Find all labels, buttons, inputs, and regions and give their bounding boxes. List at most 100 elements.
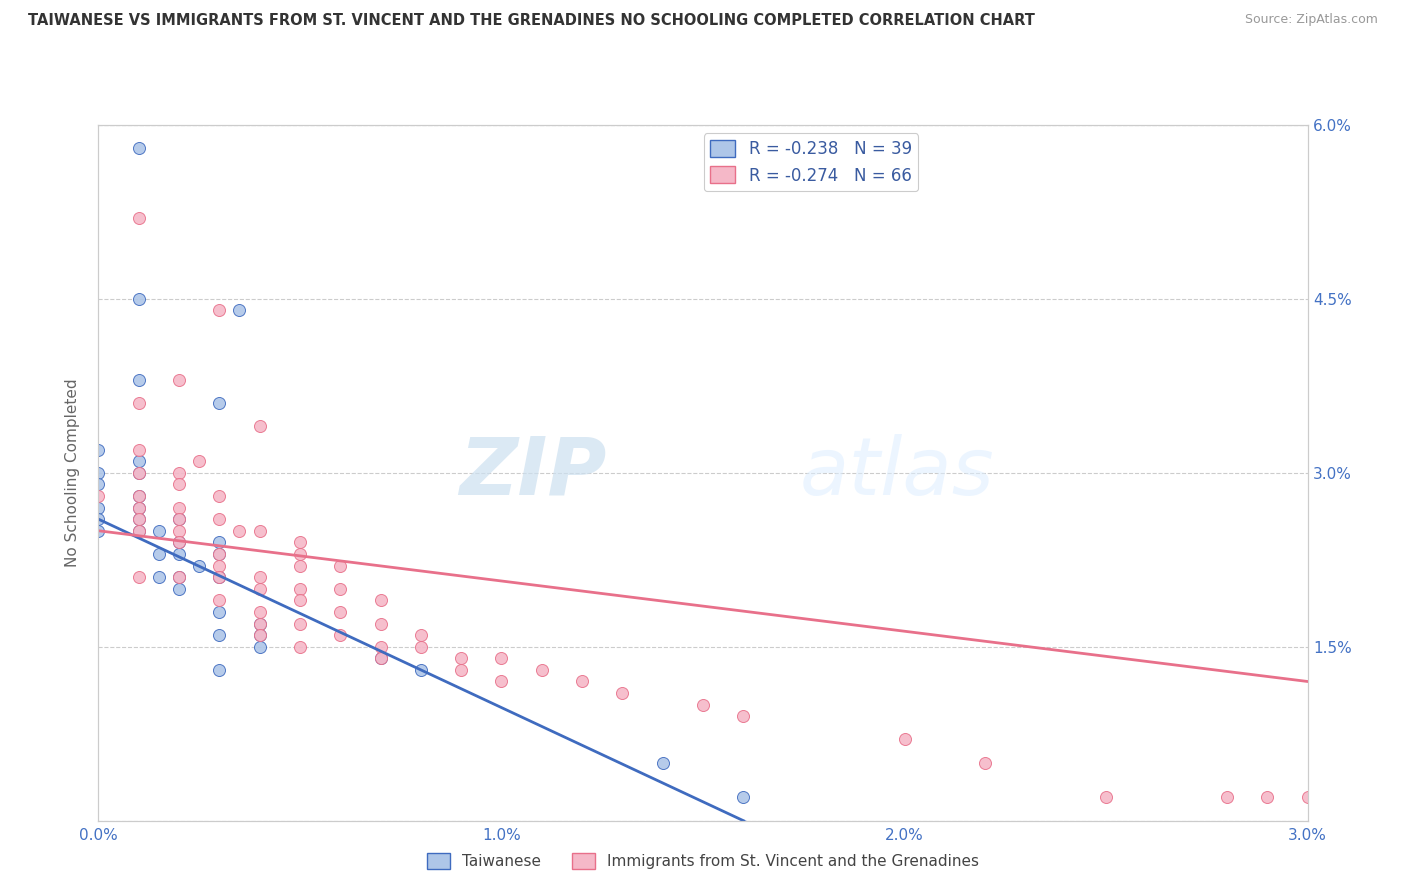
Point	[128, 454, 150, 468]
Point	[370, 651, 392, 665]
Point	[249, 640, 271, 654]
Point	[733, 709, 755, 723]
Point	[208, 535, 231, 549]
Point	[208, 570, 231, 584]
Point	[249, 582, 271, 596]
Point	[208, 396, 231, 410]
Point	[208, 628, 231, 642]
Text: Source: ZipAtlas.com: Source: ZipAtlas.com	[1244, 13, 1378, 27]
Point	[87, 466, 110, 480]
Point	[87, 489, 110, 503]
Text: TAIWANESE VS IMMIGRANTS FROM ST. VINCENT AND THE GRENADINES NO SCHOOLING COMPLET: TAIWANESE VS IMMIGRANTS FROM ST. VINCENT…	[28, 13, 1035, 29]
Point	[128, 489, 150, 503]
Point	[148, 547, 170, 561]
Point	[208, 489, 231, 503]
Legend: Taiwanese, Immigrants from St. Vincent and the Grenadines: Taiwanese, Immigrants from St. Vincent a…	[420, 847, 986, 875]
Point	[167, 582, 190, 596]
Point	[167, 466, 190, 480]
Point	[128, 442, 150, 457]
Point	[128, 489, 150, 503]
Point	[128, 500, 150, 515]
Point	[329, 605, 352, 619]
Point	[612, 686, 634, 700]
Point	[87, 442, 110, 457]
Point	[288, 640, 311, 654]
Point	[288, 582, 311, 596]
Point	[167, 512, 190, 526]
Point	[167, 535, 190, 549]
Y-axis label: No Schooling Completed: No Schooling Completed	[65, 378, 80, 567]
Point	[370, 651, 392, 665]
Point	[208, 570, 231, 584]
Point	[288, 593, 311, 607]
Point	[167, 535, 190, 549]
Point	[167, 512, 190, 526]
Point	[249, 628, 271, 642]
Text: ZIP: ZIP	[458, 434, 606, 512]
Point	[288, 616, 311, 631]
Point	[87, 477, 110, 491]
Point	[329, 628, 352, 642]
Point	[128, 524, 150, 538]
Point	[692, 698, 714, 712]
Point	[167, 570, 190, 584]
Point	[167, 524, 190, 538]
Point	[87, 524, 110, 538]
Point	[148, 524, 170, 538]
Point	[249, 628, 271, 642]
Point	[228, 524, 250, 538]
Point	[208, 605, 231, 619]
Point	[893, 732, 915, 747]
Point	[87, 512, 110, 526]
Text: atlas: atlas	[800, 434, 994, 512]
Point	[288, 535, 311, 549]
Point	[208, 303, 231, 318]
Point	[208, 547, 231, 561]
Point	[491, 674, 513, 689]
Point	[128, 512, 150, 526]
Point	[491, 651, 513, 665]
Point	[208, 512, 231, 526]
Point	[409, 640, 432, 654]
Point	[409, 628, 432, 642]
Point	[249, 616, 271, 631]
Point	[409, 663, 432, 677]
Point	[370, 593, 392, 607]
Point	[128, 466, 150, 480]
Point	[208, 558, 231, 573]
Point	[1296, 790, 1319, 805]
Point	[249, 605, 271, 619]
Point	[148, 570, 170, 584]
Point	[370, 640, 392, 654]
Point	[128, 141, 150, 155]
Point	[288, 558, 311, 573]
Point	[167, 477, 190, 491]
Point	[128, 524, 150, 538]
Point	[188, 558, 211, 573]
Point	[128, 512, 150, 526]
Point	[128, 570, 150, 584]
Point	[249, 570, 271, 584]
Point	[288, 547, 311, 561]
Point	[228, 303, 250, 318]
Point	[571, 674, 593, 689]
Point	[974, 756, 997, 770]
Point	[733, 790, 755, 805]
Point	[1095, 790, 1118, 805]
Legend: R = -0.238   N = 39, R = -0.274   N = 66: R = -0.238 N = 39, R = -0.274 N = 66	[703, 133, 918, 191]
Point	[167, 500, 190, 515]
Point	[167, 373, 190, 387]
Point	[167, 547, 190, 561]
Point	[128, 211, 150, 225]
Point	[128, 373, 150, 387]
Point	[1216, 790, 1239, 805]
Point	[128, 292, 150, 306]
Point	[128, 466, 150, 480]
Point	[208, 593, 231, 607]
Point	[329, 582, 352, 596]
Point	[128, 396, 150, 410]
Point	[128, 500, 150, 515]
Point	[167, 570, 190, 584]
Point	[188, 454, 211, 468]
Point	[87, 500, 110, 515]
